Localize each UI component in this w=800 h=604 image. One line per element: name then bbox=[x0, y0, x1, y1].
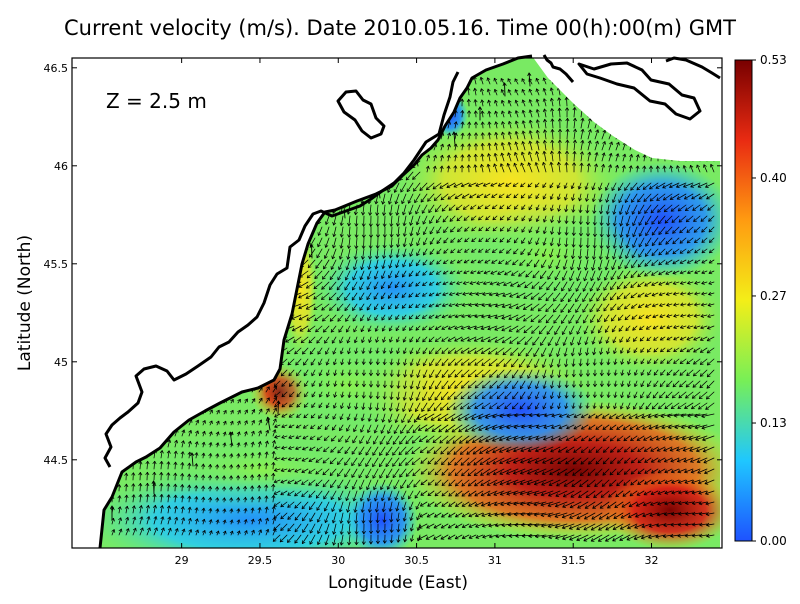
velocity-vector bbox=[567, 140, 568, 150]
velocity-vector bbox=[567, 97, 568, 106]
velocity-vector bbox=[357, 227, 358, 237]
velocity-vector bbox=[385, 238, 386, 248]
interior-blue-patch bbox=[445, 368, 595, 452]
central-cyan-zone bbox=[312, 240, 472, 336]
velocity-vector bbox=[385, 216, 386, 227]
velocity-vector bbox=[364, 238, 365, 248]
velocity-vector bbox=[567, 118, 568, 128]
